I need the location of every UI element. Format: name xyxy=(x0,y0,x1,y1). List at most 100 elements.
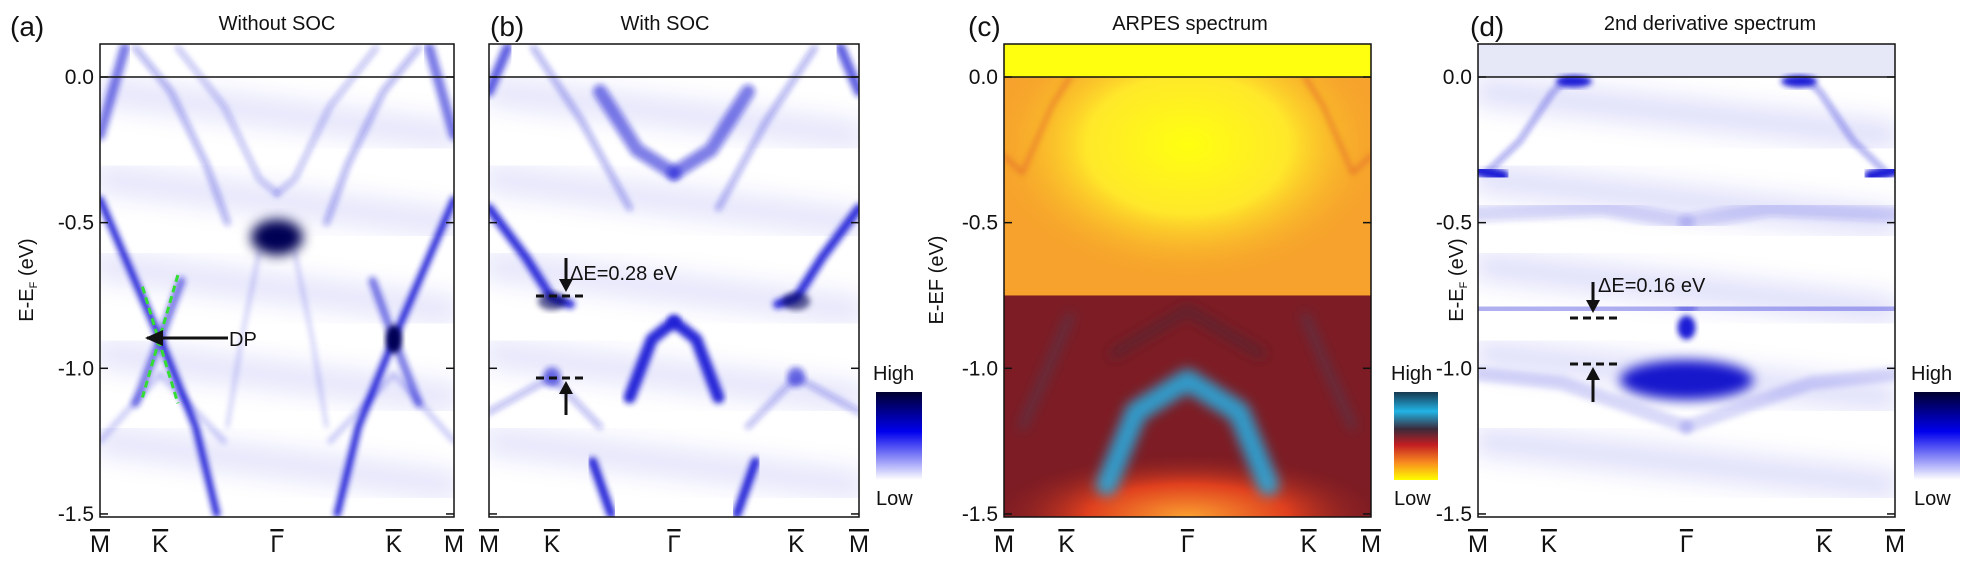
gamma-dot xyxy=(1677,315,1696,340)
background-haze xyxy=(489,426,859,500)
x-tick-label: K xyxy=(1058,531,1074,558)
band-line xyxy=(835,44,859,97)
band-line xyxy=(333,195,454,517)
panel-d-title: 2nd derivative spectrum xyxy=(1604,13,1816,35)
panel-b-letter: (b) xyxy=(490,11,524,42)
colorbar-c: High Low xyxy=(1391,363,1438,510)
x-tick-label: M xyxy=(90,531,110,558)
x-tick-label: Γ xyxy=(667,531,680,558)
band-cyan-arc xyxy=(1095,368,1280,496)
band-dark-arc xyxy=(1109,305,1266,359)
band-line xyxy=(715,44,818,212)
band-line xyxy=(327,371,454,445)
band-dark-left xyxy=(1018,311,1075,431)
x-tick-label: Γ xyxy=(1181,531,1194,558)
band-line xyxy=(1678,200,1895,231)
background-haze xyxy=(100,251,454,326)
y-tick-label: -0.5 xyxy=(962,212,998,235)
band-line xyxy=(132,44,231,226)
background-haze xyxy=(489,338,859,413)
x-tick-label: K xyxy=(788,531,804,558)
colorbar-low-label: Low xyxy=(1914,488,1951,510)
x-tick-label: K xyxy=(1816,531,1832,558)
band-dark-right xyxy=(1300,311,1357,431)
panel-a-letter: (a) xyxy=(10,11,44,42)
dp-label: DP xyxy=(229,329,257,351)
band-orange-right xyxy=(1302,74,1371,176)
panel-c: 0.0 -0.5 -1.0 -1.5 M K Γ K M xyxy=(962,43,1381,558)
band-line xyxy=(1478,297,1697,321)
lower-gap-blob xyxy=(787,367,806,388)
background-haze xyxy=(1478,426,1895,500)
band-line xyxy=(1478,164,1510,183)
x-tick-label: K xyxy=(544,531,560,558)
plot-area xyxy=(1004,44,1371,517)
background-haze xyxy=(100,426,454,500)
band-line xyxy=(489,44,513,97)
colorbar-high-label: High xyxy=(1911,363,1952,385)
gap-label-d: ΔE=0.16 eV xyxy=(1598,275,1706,297)
y-tick-label: -0.5 xyxy=(1436,212,1472,235)
heatmap-bottom-glow xyxy=(1004,397,1371,517)
colorbar-ab: High Low xyxy=(873,363,922,510)
fermi-blob xyxy=(1781,75,1818,88)
fermi-blob xyxy=(1555,75,1592,88)
colorbar-low-label: Low xyxy=(1394,488,1431,510)
x-tick-label: K xyxy=(1541,531,1557,558)
band-line xyxy=(1676,297,1895,321)
y-tick-label: -1.0 xyxy=(58,357,94,380)
colorbar-high-label: High xyxy=(873,363,914,385)
plot-area xyxy=(489,44,859,517)
top-strip xyxy=(1478,44,1895,77)
y-tick-label: 0.0 xyxy=(65,66,94,89)
band-line xyxy=(323,44,422,226)
x-tick-label: K xyxy=(386,531,402,558)
band-line xyxy=(668,315,725,404)
background-haze xyxy=(489,76,859,151)
x-tick-label: Γ xyxy=(270,531,283,558)
band-line xyxy=(593,84,681,181)
x-tick-label: M xyxy=(994,531,1014,558)
y-tick-label: -0.5 xyxy=(58,212,94,235)
y-tick-label: -1.0 xyxy=(1436,357,1472,380)
dirac-point-blob xyxy=(385,325,402,354)
background-haze xyxy=(489,163,859,238)
arrow-down-icon xyxy=(559,279,573,292)
band-line xyxy=(100,44,130,141)
x-tick-label: Γ xyxy=(1680,531,1693,558)
dp-guide-line xyxy=(141,286,180,404)
colorbar-gradient xyxy=(876,392,922,480)
band-line xyxy=(667,84,755,181)
upper-gap-blob xyxy=(782,292,811,311)
band-line xyxy=(424,44,454,141)
y-axis-label-a: E-EF (eV) xyxy=(16,238,40,321)
colorbar-d: High Low xyxy=(1911,363,1960,510)
band-line xyxy=(732,457,760,517)
band-line xyxy=(1679,367,1895,434)
band-line xyxy=(100,371,227,445)
gamma-blob xyxy=(251,219,303,256)
annotation-dp: DP xyxy=(145,329,257,351)
arrow-up-icon xyxy=(1586,367,1600,380)
y-tick-label: -1.0 xyxy=(962,357,998,380)
x-tick-label: M xyxy=(849,531,869,558)
band-line xyxy=(1863,164,1895,183)
band-line xyxy=(588,457,616,517)
band-line xyxy=(225,250,261,429)
panel-c-letter: (c) xyxy=(968,11,1001,42)
band-line xyxy=(623,315,680,404)
colorbar-low-label: Low xyxy=(876,488,913,510)
y-axis-label-c: E-EF (eV) xyxy=(926,236,948,325)
plot-area xyxy=(1478,44,1895,517)
x-tick-label: M xyxy=(1885,531,1905,558)
y-tick-label: -1.5 xyxy=(962,503,998,526)
background-haze xyxy=(1478,76,1895,151)
heatmap-high-yellow xyxy=(1004,44,1371,296)
panel-b-title: With SOC xyxy=(621,13,710,35)
gap-label-b: ΔE=0.28 eV xyxy=(570,263,678,285)
band-line xyxy=(1478,200,1695,231)
colorbar-gradient xyxy=(1394,392,1438,480)
panel-d: 0.0 -0.5 -1.0 -1.5 M K Γ K M xyxy=(1436,43,1905,558)
